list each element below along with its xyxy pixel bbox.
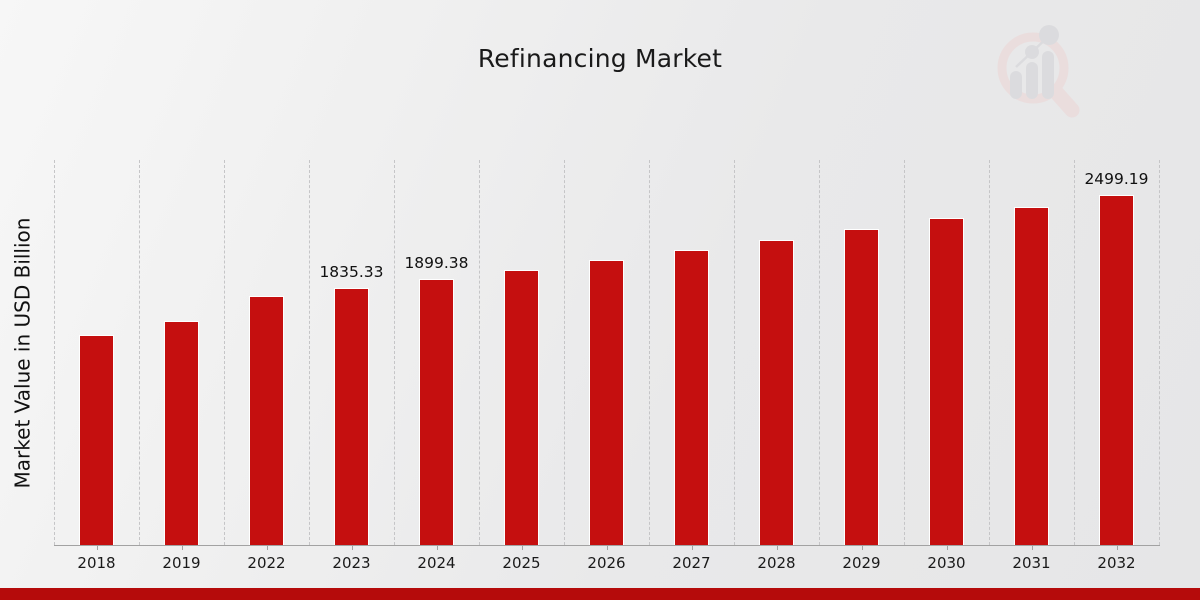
chart-title: Refinancing Market <box>477 44 723 73</box>
x-axis-label-2027: 2027 <box>672 554 711 572</box>
gridline <box>394 160 395 545</box>
x-axis-line <box>54 545 1160 546</box>
x-axis-label-2028: 2028 <box>757 554 796 572</box>
bar-2030 <box>929 218 964 545</box>
x-axis-label-2029: 2029 <box>842 554 881 572</box>
x-axis-label-2022: 2022 <box>247 554 286 572</box>
x-axis-label-2032: 2032 <box>1097 554 1136 572</box>
gridline <box>139 160 140 545</box>
x-axis-label-2024: 2024 <box>417 554 456 572</box>
magnifier-bar-chart-logo-icon <box>997 25 1080 118</box>
gridline <box>904 160 905 545</box>
gridline <box>989 160 990 545</box>
x-axis-label-2018: 2018 <box>77 554 116 572</box>
bar-2025 <box>504 269 539 545</box>
x-axis-label-2031: 2031 <box>1012 554 1051 572</box>
bar-2024 <box>419 279 454 545</box>
x-axis-label-2019: 2019 <box>162 554 201 572</box>
x-axis-tick <box>96 546 98 550</box>
gridline <box>224 160 225 545</box>
x-axis-tick <box>1031 546 1033 550</box>
gridline <box>1074 160 1075 545</box>
x-axis-tick <box>691 546 693 550</box>
x-axis-tick <box>436 546 438 550</box>
bar-value-label-2024: 1899.38 <box>404 254 469 273</box>
bar-2032 <box>1099 195 1134 545</box>
x-axis-label-2026: 2026 <box>587 554 626 572</box>
bar-2023 <box>334 288 369 545</box>
x-axis-tick <box>181 546 183 550</box>
x-axis-tick <box>521 546 523 550</box>
x-axis-tick <box>606 546 608 550</box>
x-axis-tick <box>946 546 948 550</box>
x-axis-tick <box>861 546 863 550</box>
gridline <box>734 160 735 545</box>
bar-2026 <box>589 260 624 545</box>
bar-2022 <box>249 295 284 545</box>
bar-2029 <box>844 229 879 545</box>
bar-2031 <box>1014 206 1049 545</box>
gridline <box>819 160 820 545</box>
bar-value-label-2023: 1835.33 <box>319 263 384 282</box>
x-axis-tick <box>776 546 778 550</box>
bar-value-label-2032: 2499.19 <box>1084 170 1149 189</box>
x-axis-label-2025: 2025 <box>502 554 541 572</box>
x-axis-tick <box>351 546 353 550</box>
bar-2018 <box>79 335 114 545</box>
bar-2019 <box>164 321 199 545</box>
y-axis-label: Market Value in USD Billion <box>10 217 34 488</box>
bar-2028 <box>759 239 794 545</box>
gridline <box>54 160 55 545</box>
gridline <box>309 160 310 545</box>
footer-accent-bar <box>0 588 1200 600</box>
x-axis-tick <box>1116 546 1118 550</box>
gridline <box>564 160 565 545</box>
gridline <box>649 160 650 545</box>
x-axis-label-2030: 2030 <box>927 554 966 572</box>
y-axis-label-wrap: Market Value in USD Billion <box>0 160 44 545</box>
gridline <box>479 160 480 545</box>
gridline <box>1159 160 1160 545</box>
x-axis-label-2023: 2023 <box>332 554 371 572</box>
bar-2027 <box>674 250 709 545</box>
x-axis-tick <box>266 546 268 550</box>
